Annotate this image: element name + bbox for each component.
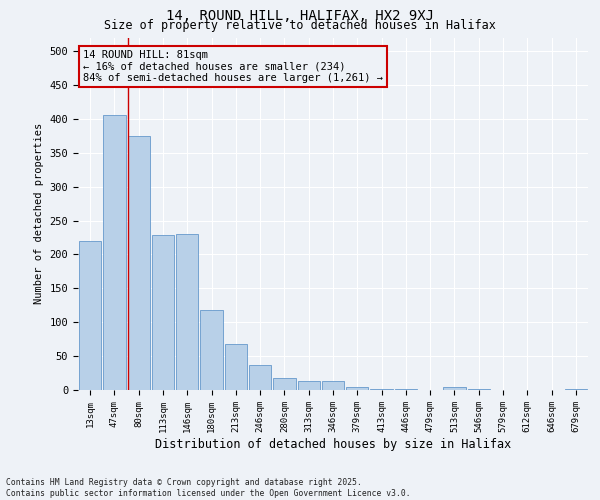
Bar xyxy=(152,236,174,390)
Text: 14, ROUND HILL, HALIFAX, HX2 9XJ: 14, ROUND HILL, HALIFAX, HX2 9XJ xyxy=(166,9,434,23)
Bar xyxy=(322,381,344,390)
Y-axis label: Number of detached properties: Number of detached properties xyxy=(34,123,44,304)
Bar xyxy=(273,378,296,390)
Bar xyxy=(346,388,368,390)
Bar xyxy=(249,365,271,390)
Bar xyxy=(176,234,199,390)
Text: 14 ROUND HILL: 81sqm
← 16% of detached houses are smaller (234)
84% of semi-deta: 14 ROUND HILL: 81sqm ← 16% of detached h… xyxy=(83,50,383,83)
Bar xyxy=(128,136,150,390)
Bar xyxy=(443,386,466,390)
Bar xyxy=(103,116,125,390)
Text: Size of property relative to detached houses in Halifax: Size of property relative to detached ho… xyxy=(104,19,496,32)
X-axis label: Distribution of detached houses by size in Halifax: Distribution of detached houses by size … xyxy=(155,438,511,450)
Bar xyxy=(224,344,247,390)
Bar xyxy=(200,310,223,390)
Bar xyxy=(79,241,101,390)
Text: Contains HM Land Registry data © Crown copyright and database right 2025.
Contai: Contains HM Land Registry data © Crown c… xyxy=(6,478,410,498)
Bar xyxy=(298,381,320,390)
